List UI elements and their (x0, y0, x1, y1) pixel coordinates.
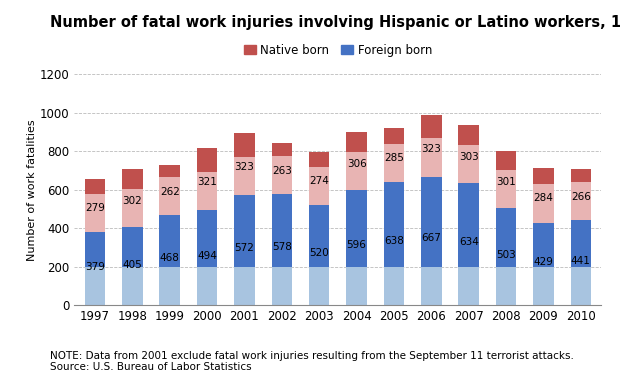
Bar (533, 184, 554, 222)
Bar (533, 267, 554, 305)
Bar (309, 205, 329, 267)
Text: 274: 274 (309, 176, 329, 186)
Legend: Native born, Foreign born: Native born, Foreign born (239, 39, 436, 61)
Bar (85, 232, 105, 267)
Bar (458, 145, 479, 183)
Bar (496, 170, 516, 208)
Text: 667: 667 (422, 233, 441, 243)
Bar (234, 195, 255, 267)
Text: 441: 441 (571, 256, 591, 266)
Bar (421, 177, 441, 267)
Text: 279: 279 (85, 203, 105, 213)
Bar (122, 169, 143, 189)
Bar (496, 151, 516, 170)
Bar (496, 267, 516, 305)
Bar (458, 267, 479, 305)
Bar (347, 190, 367, 267)
Bar (159, 165, 180, 177)
Bar (159, 177, 180, 215)
Text: 494: 494 (197, 251, 217, 261)
Text: 306: 306 (347, 159, 366, 169)
Bar (197, 148, 218, 171)
Y-axis label: Number of work fatalities: Number of work fatalities (27, 119, 37, 260)
Bar (85, 267, 105, 305)
Text: 262: 262 (160, 187, 180, 198)
Bar (85, 194, 105, 232)
Text: NOTE: Data from 2001 exclude fatal work injuries resulting from the September 11: NOTE: Data from 2001 exclude fatal work … (50, 351, 574, 361)
Bar (309, 153, 329, 167)
Bar (122, 189, 143, 227)
Text: 638: 638 (384, 236, 404, 246)
Bar (197, 267, 218, 305)
Bar (533, 168, 554, 184)
Bar (309, 167, 329, 205)
Bar (384, 128, 404, 144)
Text: 285: 285 (384, 153, 404, 163)
Text: 634: 634 (459, 237, 479, 247)
Text: 301: 301 (496, 177, 516, 187)
Text: 429: 429 (534, 257, 554, 267)
Bar (421, 115, 441, 138)
Text: Number of fatal work injuries involving Hispanic or Latino workers, 1997–2010: Number of fatal work injuries involving … (50, 15, 620, 30)
Bar (122, 267, 143, 305)
Text: 284: 284 (534, 193, 554, 203)
Bar (159, 215, 180, 267)
Bar (159, 267, 180, 305)
Bar (309, 267, 329, 305)
Bar (570, 169, 591, 182)
Text: 503: 503 (496, 250, 516, 260)
Text: 379: 379 (85, 262, 105, 272)
Bar (347, 132, 367, 152)
Bar (458, 125, 479, 145)
Text: 468: 468 (160, 253, 180, 263)
Bar (272, 143, 292, 155)
Text: 578: 578 (272, 242, 292, 252)
Bar (384, 267, 404, 305)
Bar (234, 267, 255, 305)
Text: 303: 303 (459, 152, 479, 162)
Bar (384, 182, 404, 267)
Bar (384, 144, 404, 182)
Bar (421, 267, 441, 305)
Bar (272, 194, 292, 267)
Text: Source: U.S. Bureau of Labor Statistics: Source: U.S. Bureau of Labor Statistics (50, 362, 251, 372)
Bar (85, 179, 105, 194)
Text: 323: 323 (422, 144, 441, 154)
Bar (570, 220, 591, 267)
Bar (421, 138, 441, 177)
Bar (347, 152, 367, 190)
Bar (234, 133, 255, 157)
Bar (458, 183, 479, 267)
Bar (570, 182, 591, 220)
Text: 302: 302 (123, 196, 142, 206)
Bar (122, 227, 143, 267)
Bar (347, 267, 367, 305)
Text: 321: 321 (197, 177, 217, 187)
Bar (496, 208, 516, 267)
Bar (234, 157, 255, 195)
Bar (197, 210, 218, 267)
Text: 323: 323 (234, 162, 254, 172)
Bar (197, 171, 218, 210)
Bar (272, 155, 292, 194)
Text: 596: 596 (347, 240, 366, 250)
Bar (570, 267, 591, 305)
Bar (272, 267, 292, 305)
Bar (533, 222, 554, 267)
Text: 572: 572 (234, 243, 254, 253)
Text: 266: 266 (571, 192, 591, 202)
Text: 263: 263 (272, 166, 292, 176)
Text: 405: 405 (123, 260, 142, 270)
Text: 520: 520 (309, 248, 329, 258)
